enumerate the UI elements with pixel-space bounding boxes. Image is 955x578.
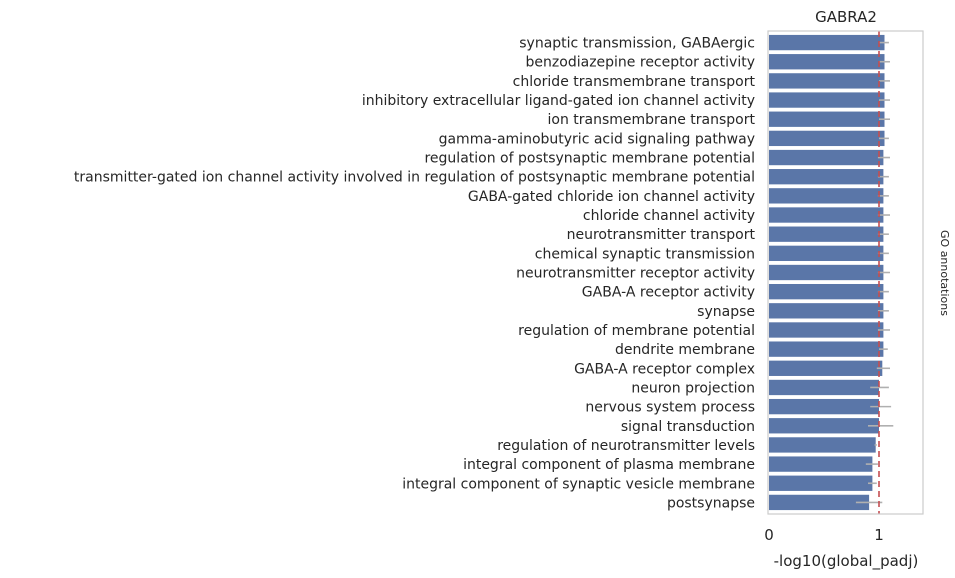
category-label: regulation of membrane potential (518, 323, 755, 339)
category-label: signal transduction (621, 419, 755, 435)
category-label: ion transmembrane transport (547, 112, 755, 128)
category-label: synapse (697, 304, 755, 320)
bar (769, 283, 884, 300)
category-label: nervous system process (585, 400, 755, 416)
bar (769, 34, 885, 51)
category-label: chloride transmembrane transport (513, 74, 756, 90)
category-label: chloride channel activity (583, 208, 755, 224)
bar (769, 245, 884, 262)
category-label: inhibitory extracellular ligand-gated io… (362, 93, 755, 109)
bar (769, 398, 879, 415)
category-label: regulation of neurotransmitter levels (497, 438, 755, 454)
category-label: neurotransmitter receptor activity (516, 266, 755, 282)
category-labels-group: synaptic transmission, GABAergic benzodia… (74, 36, 756, 512)
category-label: GABA-A receptor complex (574, 361, 755, 377)
bar (769, 322, 884, 338)
bar (769, 437, 876, 453)
bar (769, 207, 884, 223)
bar (769, 111, 885, 127)
category-label: postsynapse (667, 495, 755, 511)
bar (769, 475, 873, 491)
bar (769, 149, 884, 166)
bar (769, 341, 884, 357)
bar (769, 456, 873, 472)
side-annotation-label: GO annotations (938, 230, 951, 316)
bar (769, 73, 885, 89)
category-label: chemical synaptic transmission (535, 246, 755, 262)
category-label: integral component of synaptic vesicle m… (402, 476, 755, 492)
category-label: GABA-A receptor activity (582, 285, 755, 301)
bar (769, 379, 879, 396)
category-label: integral component of plasma membrane (463, 457, 755, 473)
bar (769, 92, 885, 108)
bar (769, 494, 870, 511)
bar (769, 226, 884, 242)
bar (769, 264, 884, 281)
x-tick-label: 0 (764, 526, 774, 544)
category-label: synaptic transmission, GABAergic (519, 36, 755, 52)
x-axis-label: -log10(global_padj) (774, 552, 919, 571)
axes-frame (767, 30, 924, 515)
bar (769, 360, 883, 376)
x-tick-label: 1 (874, 526, 884, 544)
category-label: gamma-aminobutyric acid signaling pathwa… (439, 131, 755, 147)
category-label: GABA-gated chloride ion channel activity (468, 189, 755, 205)
bar (769, 169, 884, 185)
category-label: neuron projection (631, 380, 755, 396)
bars-group (769, 34, 885, 511)
bar (769, 130, 885, 147)
bar (769, 418, 879, 434)
chart-title: GABRA2 (815, 8, 877, 26)
category-label: benzodiazepine receptor activity (526, 55, 755, 71)
bar (769, 54, 885, 70)
bar (769, 303, 884, 319)
category-label: transmitter-gated ion channel activity i… (74, 170, 755, 186)
category-label: dendrite membrane (615, 342, 755, 358)
bar (769, 188, 884, 204)
category-label: regulation of postsynaptic membrane pote… (424, 151, 755, 167)
category-label: neurotransmitter transport (567, 227, 756, 243)
